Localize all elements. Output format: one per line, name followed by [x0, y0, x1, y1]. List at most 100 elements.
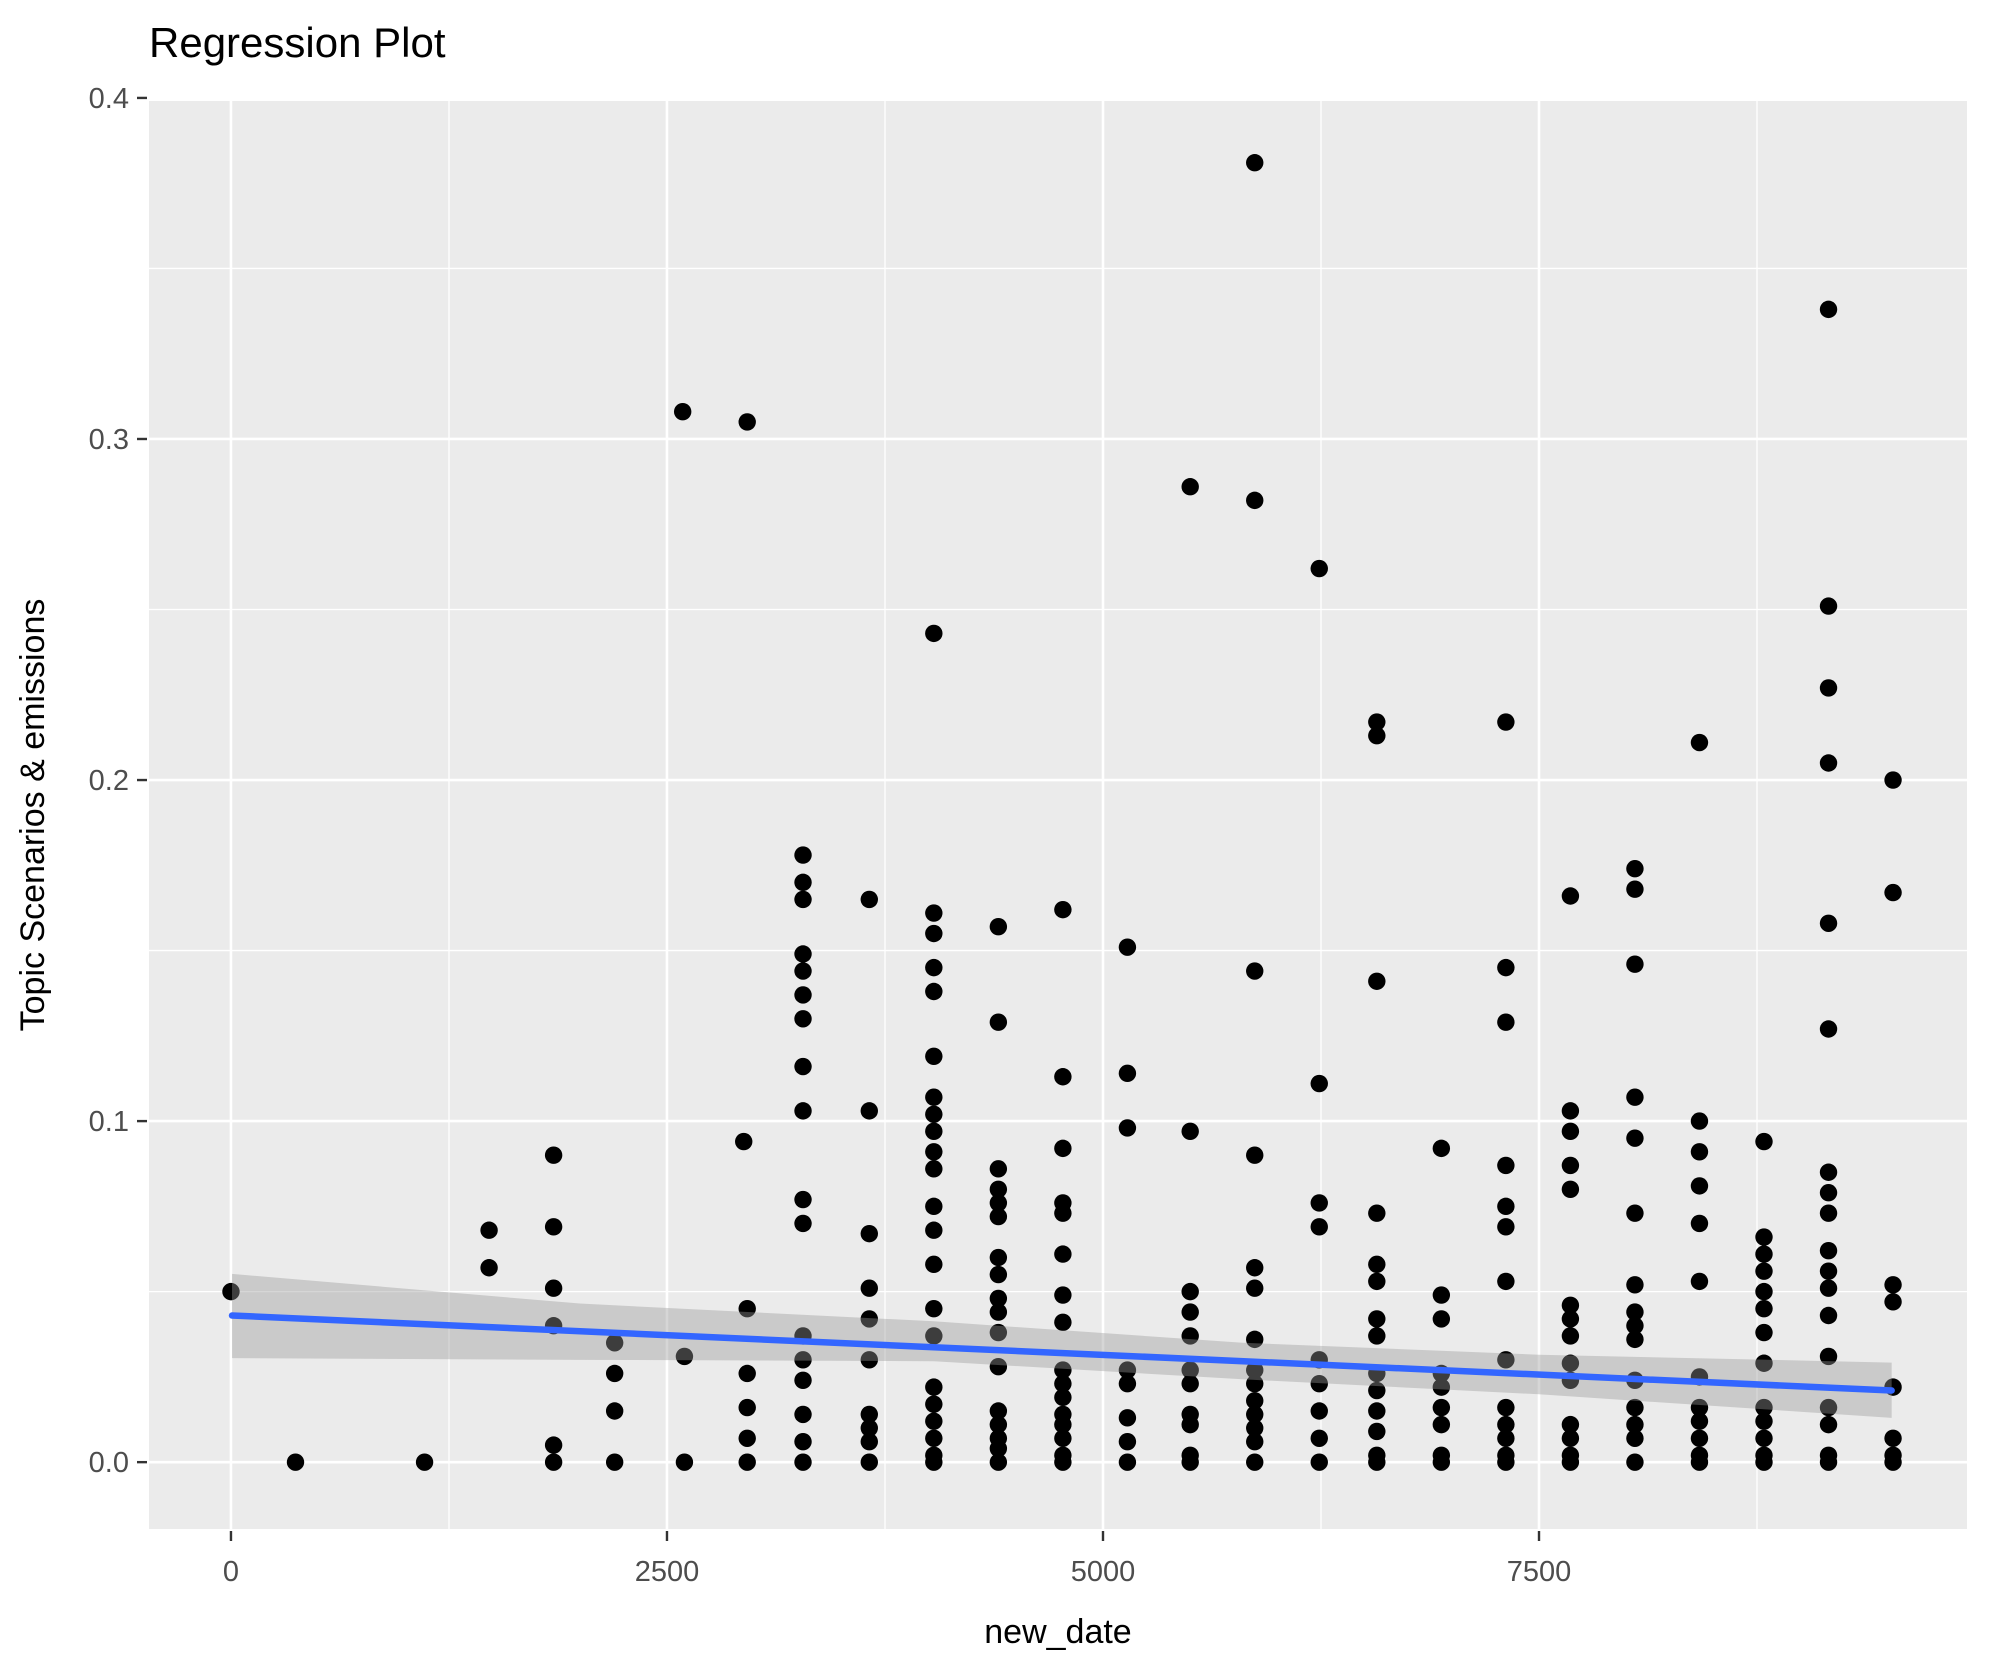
data-point: [1690, 1398, 1709, 1417]
data-point: [1054, 1068, 1072, 1086]
data-point: [1561, 1354, 1580, 1372]
data-point: [1690, 1412, 1709, 1430]
data-point: [1755, 1323, 1773, 1342]
data-point: [1310, 1375, 1328, 1393]
data-point: [1561, 1327, 1580, 1345]
data-point: [675, 1453, 694, 1471]
data-point: [1819, 679, 1838, 697]
data-point: [1755, 1245, 1773, 1263]
data-point: [1368, 1204, 1386, 1222]
data-point: [989, 1013, 1008, 1031]
data-point: [1497, 1429, 1515, 1447]
data-point: [1626, 955, 1644, 973]
data-point: [1181, 1303, 1199, 1321]
data-point: [1432, 1378, 1451, 1396]
data-point: [1181, 1375, 1199, 1393]
data-point: [544, 1146, 563, 1164]
data-point: [1246, 1361, 1264, 1379]
data-point: [286, 1453, 305, 1471]
data-point: [1755, 1354, 1773, 1372]
data-point: [1690, 1453, 1709, 1471]
data-point: [738, 1299, 756, 1318]
data-point: [605, 1402, 624, 1420]
data-point: [794, 1190, 812, 1209]
data-point: [860, 1351, 878, 1369]
data-point: [1819, 1241, 1838, 1260]
data-point: [1819, 754, 1838, 772]
data-point: [794, 986, 812, 1004]
data-point: [1118, 1453, 1137, 1471]
x-tick-label: 5000: [1071, 1556, 1136, 1588]
data-point: [1819, 1184, 1838, 1202]
data-point: [1626, 1088, 1644, 1106]
data-point: [1819, 1347, 1838, 1366]
data-point: [989, 1453, 1008, 1471]
data-point: [1368, 972, 1386, 990]
data-point: [925, 1453, 943, 1471]
data-point: [673, 403, 692, 421]
data-point: [1118, 1361, 1137, 1379]
data-point: [925, 982, 943, 1001]
data-point: [1246, 962, 1264, 980]
data-point: [1819, 1453, 1838, 1471]
data-point: [989, 1194, 1008, 1212]
data-point: [1246, 1259, 1264, 1277]
data-point: [1884, 1453, 1902, 1471]
data-point: [1432, 1286, 1451, 1304]
x-tick-label: 0: [223, 1556, 239, 1588]
data-point: [480, 1259, 498, 1277]
data-point: [860, 1310, 878, 1328]
data-point: [1755, 1228, 1773, 1246]
data-point: [1626, 1204, 1644, 1222]
data-point: [1690, 1143, 1709, 1161]
data-point: [1246, 1405, 1264, 1424]
data-point: [925, 1143, 943, 1161]
data-point: [925, 1105, 943, 1123]
data-point: [1246, 1392, 1264, 1410]
data-point: [480, 1221, 498, 1239]
data-point: [1561, 887, 1580, 905]
data-point: [925, 1299, 943, 1318]
axis-ticks: [137, 96, 1541, 1541]
data-point: [1626, 1398, 1644, 1417]
data-point: [794, 1214, 812, 1233]
data-point: [925, 1047, 943, 1065]
data-point: [860, 1453, 878, 1471]
data-point: [1054, 1453, 1072, 1471]
data-point: [1755, 1398, 1773, 1417]
data-point: [1561, 1156, 1580, 1175]
data-point: [860, 1419, 878, 1437]
data-point: [794, 1102, 812, 1120]
data-point: [1118, 1375, 1137, 1393]
data-point: [860, 1102, 878, 1120]
data-point: [1755, 1299, 1773, 1318]
data-point: [1561, 1102, 1580, 1120]
data-point: [1368, 1402, 1386, 1420]
x-tick-label: 7500: [1507, 1556, 1572, 1588]
data-point: [675, 1347, 694, 1366]
data-point: [1246, 154, 1264, 172]
data-point: [1368, 1327, 1386, 1345]
data-point: [1561, 1122, 1580, 1141]
data-point: [989, 1207, 1008, 1226]
data-point: [925, 1088, 943, 1106]
data-point: [989, 1439, 1008, 1458]
x-axis-label: new_date: [984, 1613, 1131, 1651]
data-point: [1054, 900, 1072, 919]
data-point: [925, 1395, 943, 1413]
data-point: [1497, 1351, 1515, 1369]
data-point: [1626, 1453, 1644, 1471]
data-point: [1432, 1310, 1451, 1328]
data-point: [1310, 1453, 1328, 1471]
data-point: [1755, 1429, 1773, 1447]
data-point: [1626, 860, 1644, 878]
data-point: [735, 1132, 753, 1151]
data-point: [989, 1357, 1008, 1376]
data-point: [1368, 713, 1386, 731]
data-point: [1497, 1453, 1515, 1471]
data-point: [415, 1453, 434, 1471]
data-point: [794, 873, 812, 892]
data-point: [925, 1122, 943, 1141]
data-point: [794, 1405, 812, 1424]
